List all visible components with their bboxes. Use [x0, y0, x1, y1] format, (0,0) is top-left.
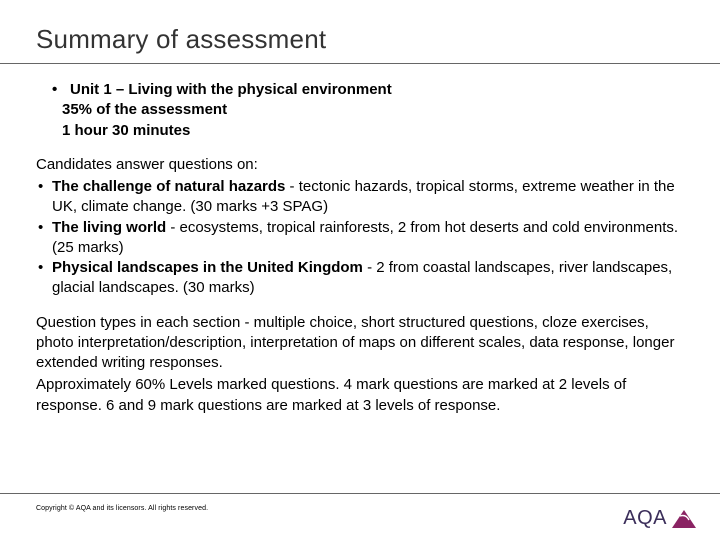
title-rule: [0, 63, 720, 64]
list-item: The challenge of natural hazards - tecto…: [52, 177, 684, 218]
unit-duration: 1 hour 30 minutes: [62, 121, 684, 141]
slide: Summary of assessment • Unit 1 – Living …: [0, 0, 720, 540]
topic-bold: The challenge of natural hazards: [52, 178, 285, 195]
page-title: Summary of assessment: [36, 24, 684, 55]
bottom-rule: [0, 493, 720, 494]
unit-title: • Unit 1 – Living with the physical envi…: [70, 80, 684, 100]
logo-text: AQA: [623, 507, 667, 530]
unit-line1-text: Unit 1 – Living with the physical enviro…: [70, 81, 392, 98]
unit-block: • Unit 1 – Living with the physical envi…: [70, 80, 684, 141]
copyright-text: Copyright © AQA and its licensors. All r…: [36, 505, 208, 512]
topics-list: The challenge of natural hazards - tecto…: [36, 177, 684, 299]
topic-bold: Physical landscapes in the United Kingdo…: [52, 259, 363, 276]
unit-percentage: 35% of the assessment: [62, 100, 684, 120]
bullet-icon: •: [52, 80, 57, 100]
content: • Unit 1 – Living with the physical envi…: [36, 80, 684, 416]
list-item: Physical landscapes in the United Kingdo…: [52, 258, 684, 299]
topic-bold: The living world: [52, 219, 166, 236]
logo-mark-icon: [670, 508, 698, 530]
paragraph: Approximately 60% Levels marked question…: [36, 375, 684, 416]
aqa-logo: AQA: [623, 507, 698, 530]
intro-text: Candidates answer questions on:: [36, 155, 684, 175]
paragraph: Question types in each section - multipl…: [36, 313, 684, 374]
list-item: The living world - ecosystems, tropical …: [52, 218, 684, 259]
